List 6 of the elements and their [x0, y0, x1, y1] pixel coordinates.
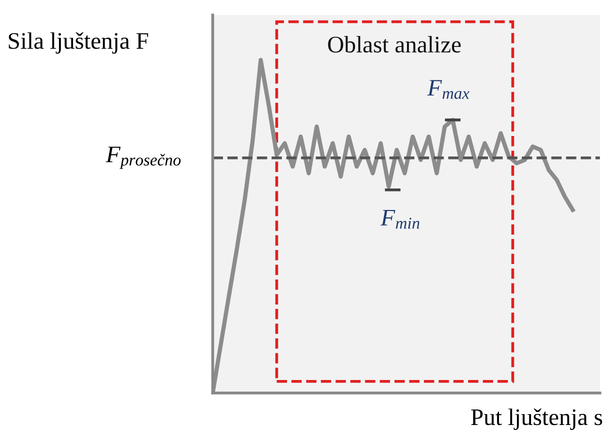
ref-line-label: F$_{prosečno}$	[106, 146, 181, 169]
annotation: F$_{max}$	[427, 80, 470, 99]
x-axis-title: Put ljuštenja s	[471, 408, 602, 430]
annotation: F$_{min}$	[380, 210, 420, 229]
y-axis-title: Sila ljuštenja F	[8, 32, 148, 54]
text: Oblast analize	[328, 36, 461, 53]
